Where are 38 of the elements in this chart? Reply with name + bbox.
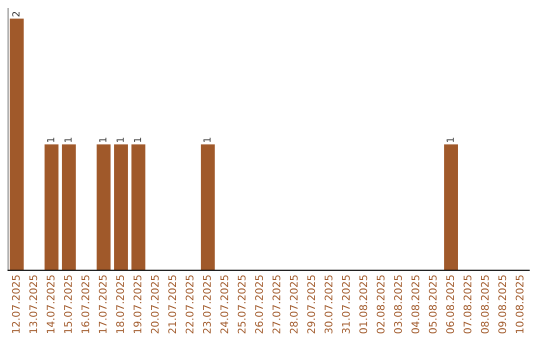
x-tick-label: 04.08.2025	[411, 275, 420, 334]
x-tick-label: 21.07.2025	[168, 275, 176, 334]
x-tick-label: 28.07.2025	[290, 275, 298, 334]
data-label: 1	[99, 138, 106, 142]
data-label: 1	[116, 138, 124, 142]
x-tick-label: 10.08.2025	[516, 275, 524, 333]
x-tick-label: 20.07.2025	[150, 275, 159, 334]
data-label: 1	[203, 138, 211, 142]
x-tick-label: 29.07.2025	[307, 275, 316, 334]
x-tick-label: 06.08.2025	[446, 275, 454, 334]
x-tick-label: 27.07.2025	[272, 275, 280, 334]
data-label: 1	[134, 138, 142, 142]
x-tick-label: 18.07.2025	[116, 275, 124, 333]
data-label: 1	[47, 138, 54, 142]
x-tick-label: 31.07.2025	[342, 275, 350, 334]
x-tick-label: 01.08.2025	[359, 275, 368, 334]
x-tick-label: 09.08.2025	[498, 275, 506, 334]
x-tick-label: 13.07.2025	[29, 275, 38, 333]
x-tick-label: 16.07.2025	[81, 275, 90, 333]
x-tick-label: 24.07.2025	[220, 275, 228, 334]
x-tick-label: 03.08.2025	[394, 275, 402, 334]
x-tick-label: 15.07.2025	[64, 275, 72, 333]
x-tick-label: 02.08.2025	[376, 275, 385, 334]
x-tick-label: 05.08.2025	[428, 275, 437, 334]
x-tick-label: 17.07.2025	[98, 275, 107, 333]
x-tick-label: 12.07.2025	[12, 275, 20, 333]
x-tick-label: 14.07.2025	[46, 275, 55, 333]
x-tick-label: 23.07.2025	[203, 275, 211, 334]
x-tick-label: 30.07.2025	[324, 275, 332, 334]
data-label: 1	[64, 138, 72, 142]
data-label: 2	[12, 12, 20, 16]
x-tick-label: 07.08.2025	[464, 275, 472, 334]
data-label: 1	[446, 138, 454, 142]
x-tick-label: 26.07.2025	[255, 275, 263, 334]
x-tick-label: 08.08.2025	[480, 275, 489, 334]
x-tick-label: 22.07.2025	[186, 275, 194, 334]
x-tick-label: 19.07.2025	[134, 275, 142, 333]
x-tick-label: 25.07.2025	[238, 275, 246, 334]
